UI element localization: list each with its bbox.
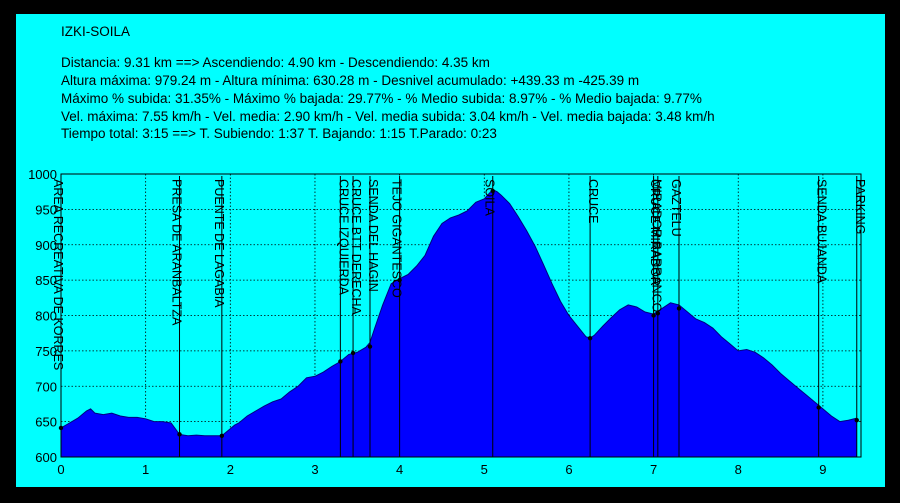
- waypoint-dot: [338, 359, 343, 364]
- waypoint-dot: [816, 405, 821, 410]
- x-tick-label: 5: [481, 462, 488, 477]
- elevation-profile-line: [60, 188, 857, 437]
- waypoint-dot: [490, 188, 495, 194]
- route-title: IZKI-SOILA: [61, 24, 131, 39]
- x-tick-label: 4: [396, 462, 403, 477]
- waypoint-dot: [655, 311, 661, 316]
- waypoint-dot: [367, 344, 373, 349]
- waypoint-label: SOILA: [483, 179, 497, 216]
- x-tick-label: 6: [565, 462, 572, 477]
- altitude-line: Altura máxima: 979.24 m - Altura mínima:…: [61, 73, 640, 88]
- waypoint-label: CRUCE BTT DERECHA: [349, 179, 363, 316]
- waypoint-label: PARKING: [853, 179, 867, 234]
- waypoint-label: PRESA DE ARANBALTZA: [170, 179, 184, 326]
- waypoint-label: SENDA BUJANDA: [815, 179, 829, 284]
- waypoint-dot: [676, 306, 682, 311]
- waypoint-dot: [58, 425, 64, 431]
- waypoint-label: CRUCE: [586, 179, 600, 223]
- y-tick-label: 950: [35, 202, 57, 217]
- waypoint-label: TEJO GIGANTESCO: [390, 179, 404, 298]
- y-tick-label: 650: [35, 415, 57, 430]
- waypoint-label: MIRADOR BARRANCO: [650, 179, 664, 313]
- waypoint-dot: [219, 433, 225, 438]
- y-tick-label: 800: [35, 309, 57, 324]
- waypoint-label: CRUCE MIRADOR: [648, 179, 662, 286]
- distance-line: Distancia: 9.31 km ==> Ascendiendo: 4.90…: [61, 55, 490, 70]
- waypoint-label: GAZTELU: [669, 179, 683, 237]
- waypoint-dot: [854, 418, 859, 423]
- y-tick-label: 700: [35, 379, 57, 394]
- waypoint-dot: [587, 335, 593, 341]
- slope-line: Máximo % subida: 31.35% - Máximo % bajad…: [61, 91, 702, 106]
- x-tick-label: 8: [735, 462, 742, 477]
- waypoint-label: PUENTE DE LAGABIA: [212, 179, 226, 308]
- tick-labels: 600 650 700 750 800 850 900 950 1000 0 1 2 3 4 5 6 7 8 9: [28, 167, 826, 477]
- y-tick-label: 750: [35, 344, 57, 359]
- waypoint-dot: [177, 432, 182, 437]
- x-tick-label: 7: [650, 462, 657, 477]
- x-tick-label: 3: [311, 462, 318, 477]
- x-tick-label: 1: [142, 462, 149, 477]
- waypoint-label: SENDA DEL HAGIN: [366, 179, 380, 292]
- x-tick-label: 2: [227, 462, 234, 477]
- waypoint-dot: [651, 313, 656, 318]
- y-tick-label: 900: [35, 238, 57, 253]
- time-line: Tiempo total: 3:15 ==> T. Subiendo: 1:37…: [61, 126, 497, 141]
- chart-frame: IZKI-SOILA Distancia: 9.31 km ==> Ascend…: [16, 14, 885, 487]
- elevation-chart: 600 650 700 750 800 850 900 950 1000 0 1 2 3 4 5 6 7 8 9 A…: [28, 167, 867, 477]
- y-tick-label: 1000: [28, 167, 57, 182]
- x-tick-label: 9: [819, 462, 826, 477]
- waypoint-label: CRUCE IZQUIERDA: [336, 179, 350, 296]
- speed-line: Vel. máxima: 7.55 km/h - Vel. media: 2.9…: [61, 109, 715, 124]
- waypoints: AREA RECREATIVA DE KORRES PRESA DE ARANBA…: [51, 176, 867, 457]
- waypoint-dot: [350, 350, 356, 356]
- x-tick-label: 0: [57, 462, 64, 477]
- waypoint-label: AREA RECREATIVA DE KORRES: [51, 179, 65, 370]
- waypoint-dot: [397, 277, 402, 283]
- y-tick-label: 600: [35, 450, 57, 465]
- y-tick-label: 850: [35, 273, 57, 288]
